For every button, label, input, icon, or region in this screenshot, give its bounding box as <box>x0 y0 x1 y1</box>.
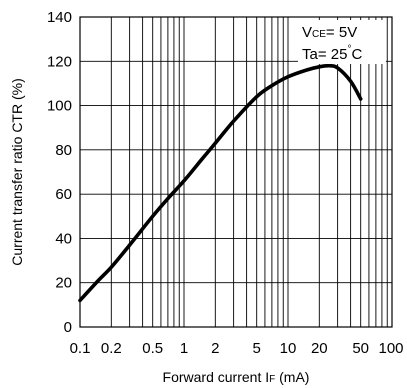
y-tick-labels: 0 20 40 60 80 100 120 140 <box>47 9 72 336</box>
y-tick-label: 100 <box>47 98 72 115</box>
x-tick-label: 5 <box>253 340 261 357</box>
y-axis-label: Current transfer ratio CTR (%) <box>9 78 25 265</box>
annotation-vce: VCE= 5V <box>302 24 357 41</box>
x-tick-label: 1 <box>180 340 188 357</box>
x-tick-label: 50 <box>352 340 369 357</box>
ctr-curve <box>78 63 363 303</box>
grid <box>80 17 392 327</box>
y-tick-label: 80 <box>55 142 72 159</box>
x-tick-labels: 0.1 0.2 0.5 1 2 5 10 20 50 100 <box>70 340 404 357</box>
y-tick-label: 20 <box>55 275 72 292</box>
x-tick-label: 0.2 <box>101 340 122 357</box>
y-tick-label: 120 <box>47 53 72 70</box>
annotation-ta: Ta= 25°C <box>302 44 362 63</box>
y-tick-label: 140 <box>47 9 72 26</box>
plot-frame <box>79 16 393 328</box>
x-tick-label: 0.5 <box>142 340 163 357</box>
y-tick-label: 60 <box>55 186 72 203</box>
x-tick-label: 10 <box>280 340 297 357</box>
x-tick-label: 20 <box>311 340 328 357</box>
x-tick-label: 100 <box>378 340 403 357</box>
x-axis-label: Forward current IF (mA) <box>163 369 310 385</box>
x-tick-label: 2 <box>211 340 219 357</box>
y-tick-label: 0 <box>64 319 72 336</box>
annotation-box <box>298 20 386 64</box>
x-tick-label: 0.1 <box>70 340 91 357</box>
y-tick-label: 40 <box>55 230 72 247</box>
